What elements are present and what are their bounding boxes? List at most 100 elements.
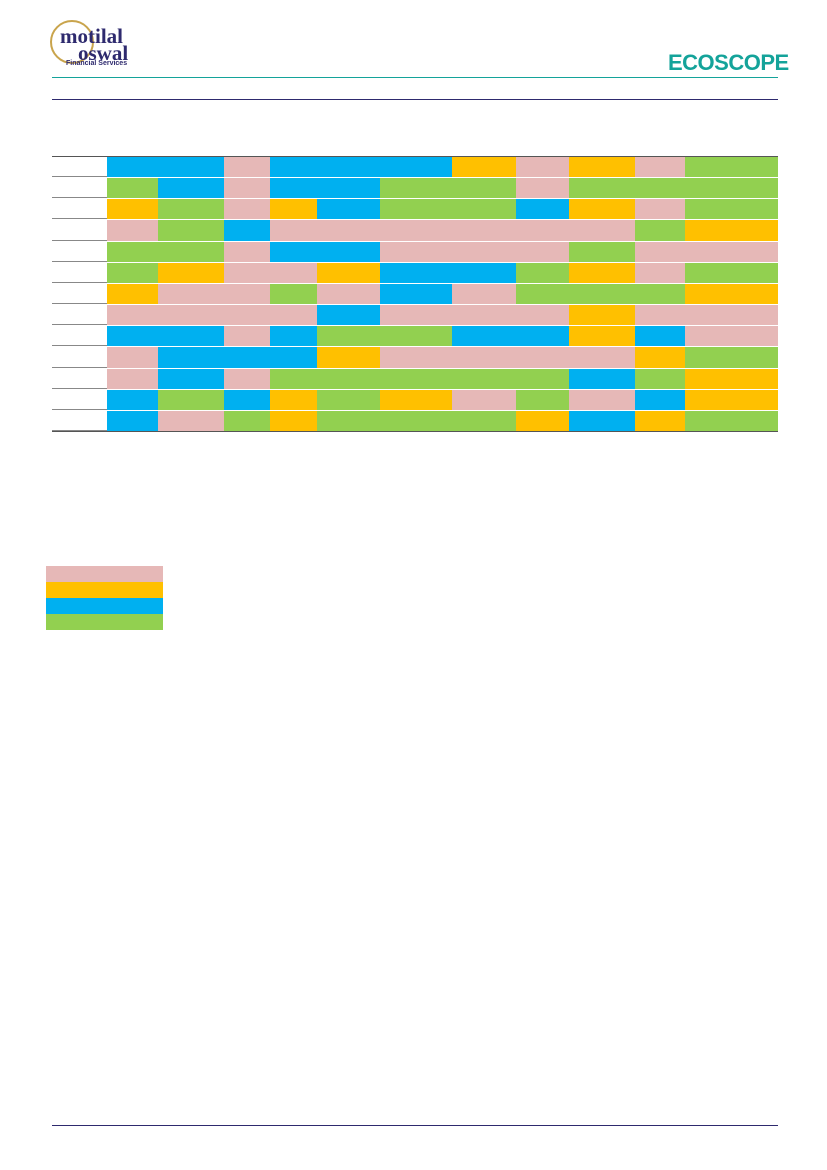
grid-cell <box>380 241 452 262</box>
grid-cell <box>685 157 778 178</box>
grid-cell <box>516 389 569 410</box>
row-label-cell <box>52 239 107 241</box>
grid-cell <box>317 283 380 305</box>
row-label-cell <box>52 281 107 283</box>
grid-cell <box>380 262 452 283</box>
grid-cell <box>452 389 516 410</box>
grid-cell <box>107 347 158 368</box>
header-line <box>52 99 778 100</box>
grid-bottom-line <box>52 431 778 432</box>
grid-cell <box>380 326 452 347</box>
grid-cell <box>224 220 270 241</box>
grid-cell <box>569 262 635 283</box>
grid-cell <box>270 241 317 262</box>
row-label-cell <box>52 430 107 431</box>
grid-cell <box>569 410 635 431</box>
grid-cell <box>685 305 778 326</box>
grid-cell <box>380 389 452 410</box>
grid-cell <box>685 326 778 347</box>
brand-sub: Financial Services <box>66 60 128 67</box>
grid-cell <box>635 157 685 178</box>
grid-cell <box>380 305 452 326</box>
row-label-cell <box>52 366 107 368</box>
grid-cell <box>107 326 158 347</box>
grid-cell <box>224 241 270 262</box>
grid-cell <box>317 347 380 368</box>
grid-cell <box>317 220 380 241</box>
grid-cell <box>224 157 270 178</box>
grid-cell <box>516 199 569 220</box>
grid-cell <box>380 157 452 178</box>
grid-cell <box>569 283 635 305</box>
grid-cell <box>158 262 224 283</box>
grid-cell <box>685 283 778 305</box>
grid-cell <box>635 305 685 326</box>
grid-cell <box>158 347 224 368</box>
grid-cell <box>317 410 380 431</box>
grid-cell <box>270 305 317 326</box>
grid-cell <box>569 199 635 220</box>
grid-cell <box>158 326 224 347</box>
grid-cell <box>224 410 270 431</box>
grid-cell <box>158 199 224 220</box>
grid-cell <box>380 347 452 368</box>
grid-cell <box>452 241 516 262</box>
grid-cell <box>107 389 158 410</box>
grid-cell <box>516 368 569 389</box>
grid-cell <box>224 178 270 199</box>
grid-cell <box>107 368 158 389</box>
row-label-cell <box>52 218 107 220</box>
grid-cell <box>452 157 516 178</box>
grid-cell <box>635 262 685 283</box>
brand-line2: oswal <box>78 41 128 65</box>
grid-cell <box>452 199 516 220</box>
grid-cell <box>685 199 778 220</box>
grid-cell <box>635 347 685 368</box>
grid-cell <box>685 347 778 368</box>
grid-cell <box>569 347 635 368</box>
grid-cell <box>685 178 778 199</box>
grid-cell <box>569 305 635 326</box>
grid-cell <box>158 157 224 178</box>
grid-cell <box>635 241 685 262</box>
grid-cell <box>452 178 516 199</box>
grid-cell <box>452 347 516 368</box>
grid-cell <box>317 389 380 410</box>
grid-cell <box>516 283 569 305</box>
grid-cell <box>158 389 224 410</box>
grid-cell <box>107 262 158 283</box>
grid-cell <box>224 368 270 389</box>
row-label-cell <box>52 345 107 347</box>
row-label-cell <box>52 176 107 178</box>
product-name: EcoScope <box>668 50 789 75</box>
grid-cell <box>270 220 317 241</box>
grid-cell <box>158 410 224 431</box>
grid-cell <box>270 283 317 305</box>
grid-cell <box>158 241 224 262</box>
grid-cell <box>516 157 569 178</box>
grid-cell <box>107 157 158 178</box>
grid-cell <box>158 368 224 389</box>
grid-cell <box>270 199 317 220</box>
grid-cell <box>685 410 778 431</box>
grid-cell <box>569 178 635 199</box>
header-rule <box>52 77 778 78</box>
row-label-cell <box>52 408 107 410</box>
grid-cell <box>158 220 224 241</box>
grid-cell <box>270 157 317 178</box>
grid-cell <box>380 220 452 241</box>
grid-cell <box>635 178 685 199</box>
grid-cell <box>224 283 270 305</box>
grid-cell <box>317 199 380 220</box>
grid-cell <box>107 410 158 431</box>
grid-cell <box>569 389 635 410</box>
grid-cell <box>635 410 685 431</box>
grid-top-line <box>52 156 778 157</box>
grid-cell <box>685 389 778 410</box>
grid-cell <box>270 347 317 368</box>
grid-cell <box>107 305 158 326</box>
grid-cell <box>635 199 685 220</box>
grid-cell <box>635 389 685 410</box>
grid-cell <box>317 326 380 347</box>
grid-cell <box>516 220 569 241</box>
